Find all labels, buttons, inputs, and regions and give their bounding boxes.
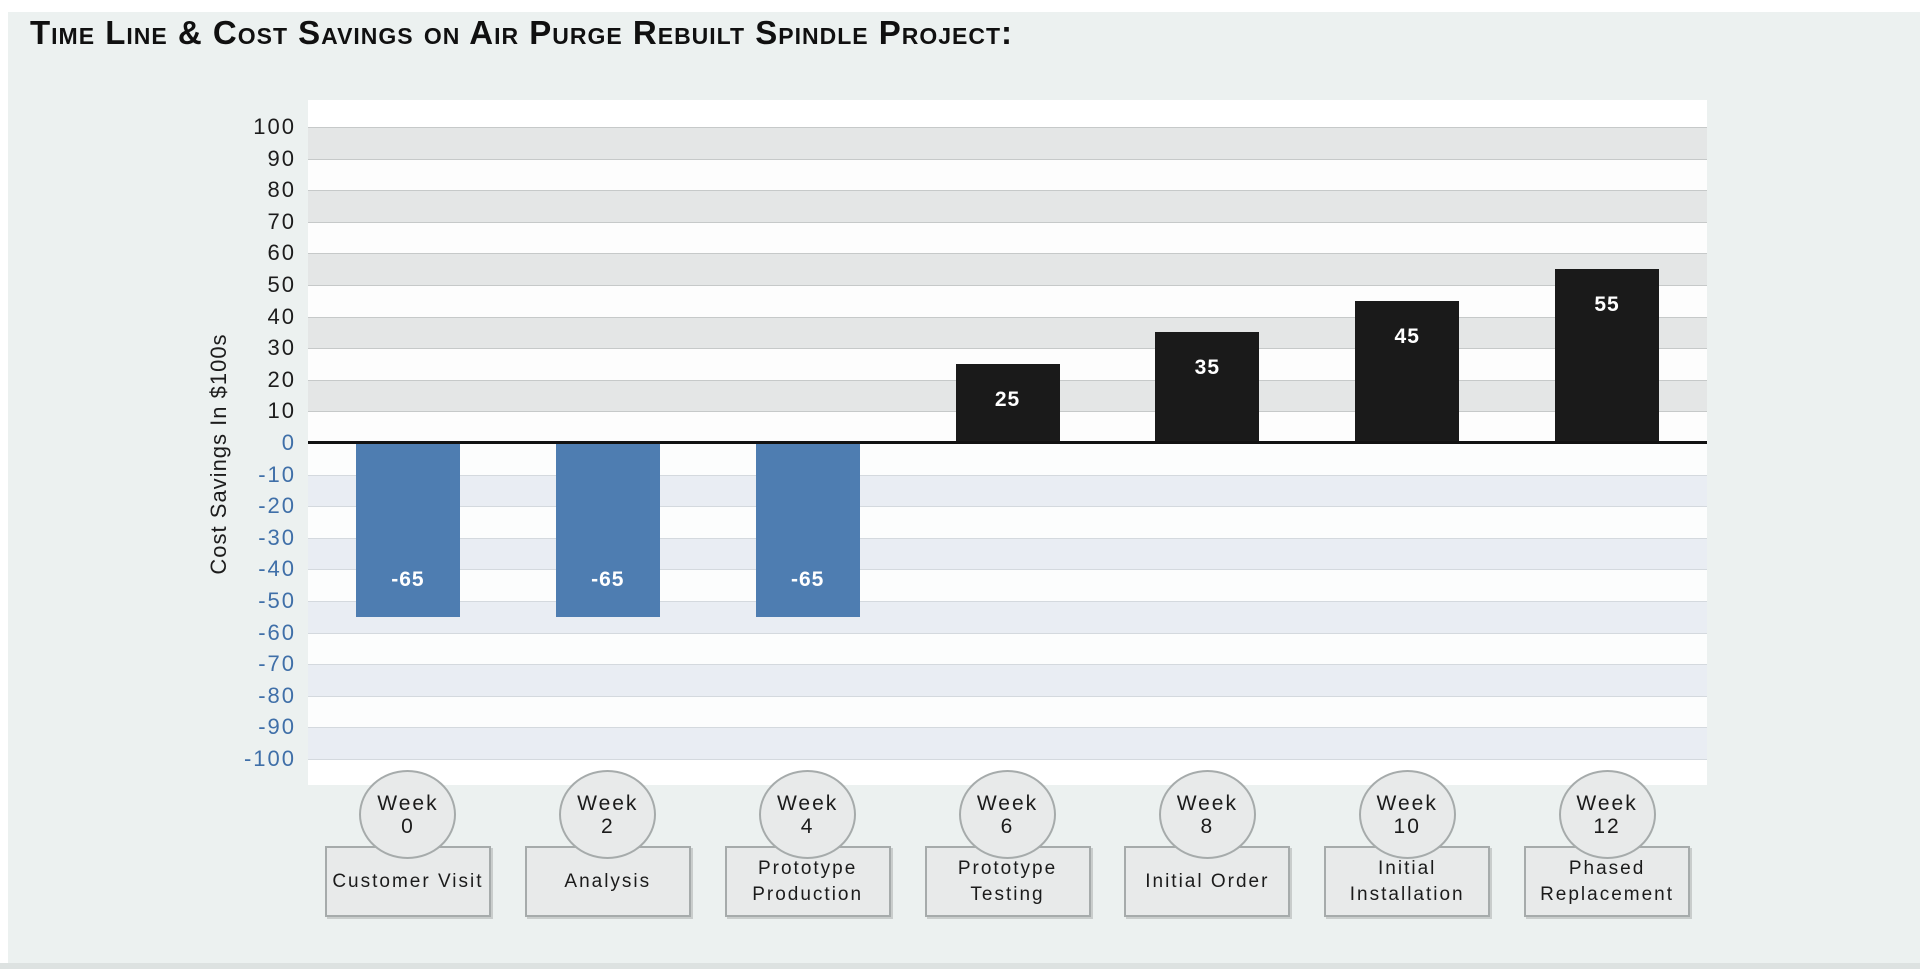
grid-band — [308, 190, 1707, 222]
grid-band — [308, 506, 1707, 538]
bar-data-label: -65 — [790, 567, 825, 591]
grid-band — [308, 443, 1707, 475]
y-tick-label: -80 — [258, 682, 296, 708]
week-word: Week — [577, 791, 639, 815]
week-circle: Week 10 — [1358, 770, 1456, 859]
grid-band — [308, 664, 1707, 696]
week-circle: Week 2 — [559, 770, 657, 859]
week-number: 10 — [1393, 814, 1421, 838]
bar-data-label: 25 — [994, 388, 1021, 411]
week-word: Week — [776, 791, 839, 815]
page-border-left — [0, 0, 8, 969]
bar-data-label: -65 — [391, 567, 425, 591]
week-number: 12 — [1593, 814, 1621, 838]
y-tick-label: 60 — [267, 240, 296, 266]
y-tick-label: 50 — [267, 272, 296, 297]
page-border-bottom — [0, 963, 1920, 969]
stage-label-text: Customer Visit — [332, 870, 484, 892]
stage-label-text: Prototype Production — [752, 857, 864, 905]
grid-band — [308, 316, 1707, 349]
y-tick-label: -10 — [258, 461, 296, 487]
week-circle: Week 6 — [959, 770, 1056, 859]
grid-band — [308, 127, 1707, 159]
stage-label-text: Initial Order — [1145, 870, 1270, 892]
bar-positive: 25 — [955, 364, 1060, 443]
y-tick-label: 70 — [267, 208, 296, 234]
week-word: Week — [1376, 791, 1438, 815]
bar-positive: 55 — [1555, 269, 1660, 443]
stage-label-box: Phased Replacement — [1524, 846, 1691, 917]
stage-label-text: Phased Replacement — [1540, 857, 1675, 905]
week-word: Week — [1576, 791, 1638, 815]
page-border-top — [0, 0, 1920, 12]
chart-title: Time Line & Cost Savings on Air Purge Re… — [30, 14, 1014, 51]
bar-data-label: 45 — [1394, 324, 1420, 348]
week-word: Week — [976, 791, 1039, 815]
y-tick-label: -20 — [258, 493, 296, 519]
y-tick-label: -50 — [258, 588, 296, 613]
bar-positive: 35 — [1155, 332, 1260, 443]
grid-band — [308, 695, 1707, 728]
y-tick-label: 100 — [253, 114, 296, 139]
grid-band — [308, 601, 1707, 633]
bar-negative: -65 — [755, 443, 860, 617]
week-number: 6 — [1000, 814, 1015, 838]
grid-band — [308, 632, 1707, 665]
grid-band — [308, 569, 1707, 601]
stage-label-text: Prototype Testing — [957, 857, 1058, 905]
bar-data-label: -65 — [591, 567, 625, 591]
y-tick-label: -90 — [258, 714, 296, 740]
grid-band — [308, 221, 1707, 254]
bar-data-label: 35 — [1194, 356, 1221, 380]
grid-band — [308, 158, 1707, 191]
bar-positive: 45 — [1355, 300, 1460, 443]
plot-margin-top — [308, 100, 1707, 127]
bar-negative: -65 — [555, 443, 660, 617]
y-tick-label: -60 — [258, 619, 296, 645]
bar-data-label: 55 — [1594, 293, 1620, 317]
bar-negative: -65 — [355, 443, 460, 617]
stage-label-text: Analysis — [564, 870, 652, 892]
stage-label-text: Initial Installation — [1349, 857, 1465, 905]
week-circle: Week 4 — [759, 770, 857, 859]
week-number: 0 — [401, 814, 415, 838]
week-circle: Week 8 — [1158, 770, 1256, 859]
grid-band — [308, 253, 1707, 285]
y-tick-label: -30 — [258, 524, 296, 550]
y-tick-label: -70 — [258, 651, 296, 677]
week-word: Week — [377, 791, 439, 815]
grid-band — [308, 285, 1707, 317]
week-word: Week — [1176, 791, 1238, 815]
y-tick-label: 40 — [267, 303, 296, 329]
week-number: 8 — [1200, 814, 1215, 838]
y-tick-label: 80 — [267, 177, 296, 203]
week-number: 4 — [800, 814, 815, 838]
y-tick-label: 20 — [267, 366, 296, 392]
week-number: 2 — [600, 814, 615, 838]
y-tick-label: 30 — [267, 335, 296, 361]
y-tick-label: 0 — [281, 430, 296, 455]
grid-band — [308, 727, 1707, 759]
grid-band — [308, 537, 1707, 570]
y-tick-label: 90 — [267, 145, 296, 171]
zero-axis-line — [308, 441, 1707, 444]
y-tick-label: 10 — [267, 398, 296, 424]
y-tick-label: -100 — [243, 746, 296, 771]
week-circle: Week 0 — [359, 770, 457, 859]
week-circle: Week 12 — [1558, 770, 1656, 859]
y-tick-label: -40 — [258, 556, 296, 582]
grid-band — [308, 474, 1707, 507]
plot-area: -65 -65 -65 25 35 45 55 — [308, 100, 1707, 785]
